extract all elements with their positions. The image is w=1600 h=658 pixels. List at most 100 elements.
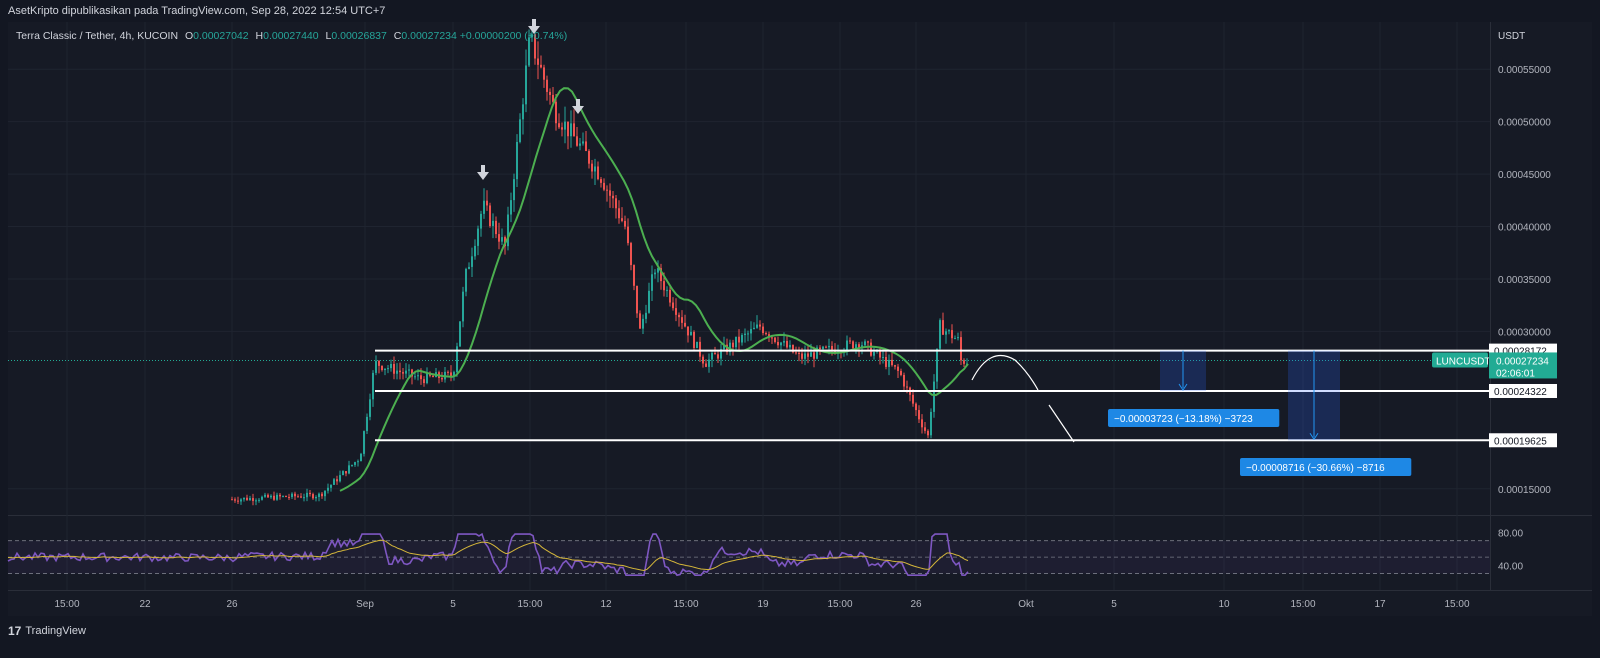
candle-body — [276, 494, 278, 500]
candle-body — [528, 37, 530, 66]
x-tick-label: 17 — [1374, 599, 1386, 610]
candle-body — [708, 359, 710, 367]
candle-body — [492, 220, 494, 226]
candle-body — [300, 496, 302, 498]
candle-body — [891, 359, 893, 366]
x-tick-label: 15:00 — [673, 599, 698, 610]
candle-body — [879, 350, 881, 358]
candle-body — [744, 333, 746, 336]
candle-body — [852, 341, 854, 349]
candle-body — [939, 320, 941, 349]
published-text: AsetKripto dipublikasikan pada TradingVi… — [8, 5, 386, 17]
candle-body — [927, 430, 929, 436]
candle-body — [363, 431, 365, 454]
candle-body — [246, 497, 248, 501]
candle-body — [510, 200, 512, 215]
candle-body — [930, 411, 932, 436]
candle-body — [846, 340, 848, 351]
candle-body — [549, 91, 551, 95]
candle-body — [432, 375, 434, 378]
candle-body — [567, 121, 569, 137]
candle-body — [378, 360, 380, 366]
candle-body — [393, 363, 395, 374]
candle-body — [621, 218, 623, 221]
candle-body — [912, 394, 914, 404]
down-arrow-head — [572, 106, 584, 114]
candle-body — [897, 366, 899, 371]
candle-body — [654, 272, 656, 275]
candle-body — [864, 341, 866, 346]
measure-label-text: −0.00003723 (−13.18%) −3723 — [1114, 414, 1253, 425]
x-tick-label: 5 — [1111, 599, 1117, 610]
candle-body — [945, 331, 947, 335]
candle-body — [573, 123, 575, 137]
candle-body — [477, 228, 479, 246]
projection-curve — [971, 355, 1039, 391]
candle-body — [651, 274, 653, 291]
candle-body — [390, 363, 392, 369]
candle-body — [525, 65, 527, 105]
measure-arrow-head — [1309, 432, 1319, 441]
legend-low-key: L — [325, 30, 332, 42]
candle-body — [402, 372, 404, 374]
measure-arrow-head — [1178, 383, 1188, 391]
candle-body — [792, 344, 794, 353]
candle-body — [495, 220, 497, 235]
candle-body — [732, 342, 734, 348]
candle-body — [468, 266, 470, 269]
candle-body — [954, 338, 956, 340]
x-tick-label: 15:00 — [827, 599, 852, 610]
candle-body — [762, 326, 764, 334]
candle-body — [459, 321, 461, 347]
candle-body — [489, 205, 491, 226]
legend-high-key: H — [255, 30, 264, 42]
y-tick-label: 0.00015000 — [1498, 485, 1551, 496]
candle-body — [963, 360, 965, 364]
candle-body — [288, 496, 290, 498]
candle-body — [831, 345, 833, 350]
candle-body — [249, 498, 251, 501]
candle-body — [321, 493, 323, 497]
candle-body — [273, 495, 275, 500]
candle-body — [657, 268, 659, 273]
legend-close-value: 0.00027234 +0.00000200 (+0.74%) — [401, 30, 568, 42]
candle-body — [558, 123, 560, 128]
candle-body — [957, 337, 959, 339]
down-arrow-head — [528, 26, 540, 34]
candle-body — [471, 256, 473, 267]
candle-body — [369, 399, 371, 417]
symbol-tag-text: LUNCUSDT — [1436, 356, 1490, 367]
candle-body — [729, 342, 731, 353]
last-price-text: 0.00027234 — [1496, 356, 1549, 367]
candle-body — [759, 324, 761, 327]
candle-body — [795, 352, 797, 354]
candle-body — [399, 370, 401, 373]
candle-body — [348, 465, 350, 474]
candle-body — [960, 337, 962, 361]
candle-body — [333, 479, 335, 485]
candle-body — [675, 308, 677, 315]
candle-body — [693, 331, 695, 348]
candle-body — [546, 79, 548, 92]
candle-body — [669, 289, 671, 303]
candle-body — [315, 496, 317, 499]
down-arrow-head — [477, 172, 489, 180]
candle-body — [813, 352, 815, 359]
y-tick-label: 0.00040000 — [1498, 223, 1551, 234]
candle-body — [738, 336, 740, 343]
currency-label: USDT — [1498, 31, 1525, 42]
projection-line — [1048, 404, 1075, 443]
tradingview-logo[interactable]: 17 TradingView — [8, 624, 86, 638]
legend-symbol[interactable]: Terra Classic / Tether, 4h, KUCOIN — [16, 30, 179, 42]
candle-body — [354, 462, 356, 465]
candle-body — [777, 341, 779, 346]
x-tick-label: 15:00 — [517, 599, 542, 610]
moving-average-line — [339, 87, 969, 492]
candle-body — [933, 381, 935, 412]
legend-low-value: 0.00026837 — [331, 30, 387, 42]
candle-body — [603, 182, 605, 190]
candle-body — [267, 494, 269, 498]
candle-body — [747, 333, 749, 335]
rsi-tick-label: 40.00 — [1498, 561, 1523, 572]
